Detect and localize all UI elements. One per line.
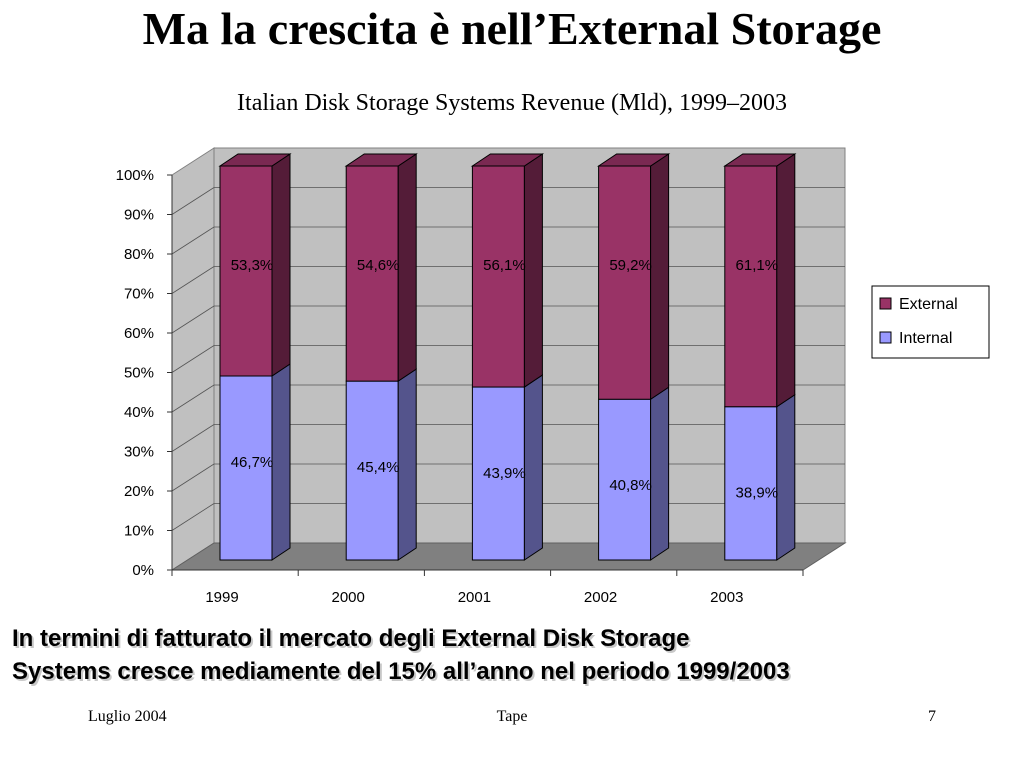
y-tick-label: 20% bbox=[124, 483, 154, 500]
bar-top-2000 bbox=[344, 153, 418, 167]
bar-side-external-1999 bbox=[271, 153, 291, 377]
gridline bbox=[171, 463, 215, 492]
data-label-external-2002: 59,2% bbox=[609, 257, 652, 274]
bar-side-internal-1999 bbox=[271, 363, 291, 561]
bar-side-external-2002 bbox=[650, 153, 670, 401]
x-tick-label-2003: 2003 bbox=[710, 589, 743, 606]
bar-side-internal-2000 bbox=[397, 368, 417, 561]
bar-side-internal-2003 bbox=[776, 393, 796, 561]
summary-line-1: In termini di fatturato il mercato degli… bbox=[12, 625, 690, 652]
x-tick-label-1999: 1999 bbox=[205, 589, 238, 606]
bar-internal-2001 bbox=[471, 386, 525, 561]
data-label-internal-2002: 40,8% bbox=[609, 477, 652, 494]
bar-side-internal-2002 bbox=[650, 386, 670, 561]
data-label-external-2001: 56,1% bbox=[483, 257, 526, 274]
bar-top-2001 bbox=[470, 153, 545, 167]
gridline bbox=[171, 226, 215, 255]
footer-date: Luglio 2004 bbox=[88, 708, 167, 725]
y-tick-label: 10% bbox=[124, 523, 154, 540]
gridline bbox=[171, 345, 215, 373]
bar-side-external-2003 bbox=[776, 153, 796, 408]
x-tick-label-2002: 2002 bbox=[584, 589, 617, 606]
bar-internal-2000 bbox=[345, 380, 399, 561]
y-tick-label: 30% bbox=[124, 444, 154, 461]
bar-top-2002 bbox=[596, 153, 671, 167]
bar-top-2003 bbox=[723, 153, 797, 167]
gridline bbox=[171, 187, 215, 215]
y-tick-label: 80% bbox=[124, 246, 154, 263]
bar-external-1999 bbox=[219, 165, 273, 377]
gridline bbox=[171, 384, 215, 413]
bar-external-2002 bbox=[598, 165, 652, 400]
chart-title: Italian Disk Storage Systems Revenue (Ml… bbox=[237, 90, 787, 116]
bar-top-1999 bbox=[218, 153, 292, 167]
data-label-external-2000: 54,6% bbox=[357, 257, 400, 274]
bar-external-2000 bbox=[345, 165, 399, 382]
legend-swatch-external bbox=[879, 297, 892, 310]
slide-title: Ma la crescita è nell’External Storage bbox=[142, 3, 882, 54]
data-label-internal-1999: 46,7% bbox=[231, 454, 274, 471]
x-tick-label-2000: 2000 bbox=[332, 589, 365, 606]
data-label-internal-2001: 43,9% bbox=[483, 465, 526, 482]
x-tick-label-2001: 2001 bbox=[458, 589, 491, 606]
gridline bbox=[171, 266, 215, 294]
bar-side-external-2000 bbox=[397, 153, 417, 383]
bar-external-2003 bbox=[724, 165, 778, 408]
data-label-external-1999: 53,3% bbox=[231, 257, 274, 274]
chart: 0% 10% 20% 30% 40% 50% 60% 70% 80% 90% 100% 46,7% 53… bbox=[116, 147, 990, 606]
gridline bbox=[171, 424, 215, 452]
legend-swatch-internal bbox=[879, 331, 892, 344]
summary-text: In termini di fatturato il mercato degli… bbox=[12, 622, 1012, 688]
data-label-internal-2003: 38,9% bbox=[736, 485, 779, 502]
data-label-external-2003: 61,1% bbox=[736, 257, 779, 274]
y-tick-label: 90% bbox=[124, 207, 154, 224]
y-tick-label: 60% bbox=[124, 325, 154, 342]
footer-page-number: 7 bbox=[928, 708, 936, 725]
bar-internal-2003 bbox=[724, 406, 778, 561]
y-tick-label: 100% bbox=[116, 167, 154, 184]
footer-topic: Tape bbox=[496, 708, 528, 725]
y-tick-label: 0% bbox=[132, 562, 154, 579]
y-tick-label: 70% bbox=[124, 286, 154, 303]
summary-line-2: Systems cresce mediamente del 15% all’an… bbox=[12, 658, 790, 685]
data-label-internal-2000: 45,4% bbox=[357, 459, 400, 476]
gridline bbox=[171, 305, 215, 334]
legend-label-internal: Internal bbox=[899, 330, 952, 347]
legend-label-external: External bbox=[899, 296, 958, 313]
gridline bbox=[171, 503, 215, 531]
bar-internal-2002 bbox=[598, 398, 652, 561]
bar-side-external-2001 bbox=[523, 153, 543, 388]
y-tick-label: 50% bbox=[124, 365, 154, 382]
bar-external-2001 bbox=[471, 165, 525, 388]
bar-side-internal-2001 bbox=[523, 374, 543, 561]
y-tick-label: 40% bbox=[124, 404, 154, 421]
